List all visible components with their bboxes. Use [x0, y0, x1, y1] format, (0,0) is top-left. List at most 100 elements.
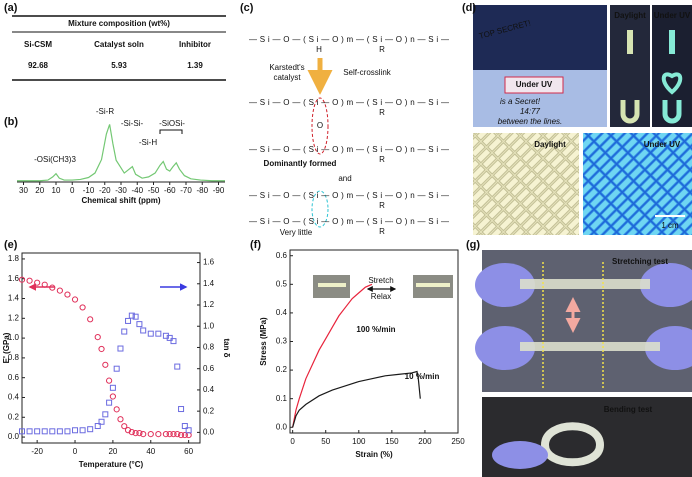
y-tick-label: 0.4: [8, 393, 20, 402]
scheme-graphics: [240, 58, 455, 228]
x-tick-label: 150: [385, 437, 399, 446]
strip: [520, 342, 660, 351]
y2-tick-label: 1.2: [203, 300, 215, 309]
x-tick-label: -30: [115, 186, 127, 195]
y2-tick-label: 0.4: [203, 385, 215, 394]
column-header: Catalyst soln: [94, 40, 144, 49]
data-point: [140, 430, 147, 438]
panel-label: (c): [240, 2, 254, 14]
data-point: [128, 312, 135, 319]
x-tick-label: 50: [321, 437, 330, 446]
x-tick-label: -10: [83, 186, 95, 195]
glyph-u: [662, 100, 682, 124]
panel-label: (g): [466, 239, 480, 251]
substituent: R: [379, 201, 385, 210]
and-label: and: [338, 174, 351, 183]
data-point: [98, 345, 105, 353]
series-label: 10 %/min: [405, 372, 440, 381]
panel-label: (b): [4, 116, 18, 128]
data-point: [102, 411, 109, 418]
data-point: [26, 277, 33, 284]
table-cell: 5.93: [111, 61, 127, 70]
data-line: [17, 124, 225, 182]
data-point: [64, 291, 71, 298]
data-point: [64, 428, 71, 435]
x-tick-label: 20: [35, 186, 44, 195]
data-point: [87, 426, 94, 433]
major-label: Dominantly formed: [264, 159, 337, 168]
y-axis-label: E' (GPa): [2, 332, 11, 363]
data-point: [178, 406, 185, 413]
x-tick-label: 0: [290, 437, 295, 446]
substituent: R: [379, 227, 385, 236]
catalyst-label: catalyst: [273, 73, 301, 82]
inset-text: Relax: [371, 292, 391, 301]
data-point: [26, 428, 33, 435]
y-tick-label: 1.6: [8, 274, 20, 283]
x-tick-label: 100: [352, 437, 366, 446]
data-point: [79, 304, 86, 311]
annotation: -Si-R: [96, 107, 114, 116]
glyph-i: [627, 30, 633, 54]
data-point: [49, 428, 56, 435]
data-line: [292, 370, 421, 428]
x-tick-label: 200: [418, 437, 432, 446]
photo-bg: [652, 5, 692, 127]
y-tick-label: 0.6: [8, 373, 20, 382]
photo-caption: Stretching test: [612, 257, 668, 266]
y-tick-label: 0.2: [8, 412, 20, 421]
data-point: [147, 330, 154, 337]
panel-label: (f): [250, 239, 261, 251]
annotation: -Si-Si-: [121, 119, 144, 128]
x-tick-label: 40: [146, 447, 155, 456]
data-point: [18, 276, 26, 283]
strip: [520, 279, 650, 289]
scale-label: 1 cm: [661, 221, 679, 230]
data-point: [121, 423, 128, 430]
data-point: [170, 338, 177, 345]
series-label: 100 %/min: [356, 325, 395, 334]
data-point: [177, 431, 185, 439]
x-tick-label: 10: [52, 186, 61, 195]
glyph-i: [669, 30, 675, 54]
glove: [492, 441, 548, 469]
glyph-u: [620, 100, 640, 124]
y2-tick-label: 0.8: [203, 343, 215, 352]
data-point: [136, 430, 143, 437]
annotation: -OSi(CH3)3: [34, 155, 76, 164]
data-point: [181, 423, 188, 430]
handwriting: between the lines.: [498, 117, 563, 126]
data-point: [34, 279, 41, 286]
data-line: [292, 283, 373, 428]
data-point: [34, 428, 41, 435]
data-point: [132, 313, 139, 320]
data-point: [113, 365, 120, 372]
y-axis-label: Stress (MPa): [259, 317, 268, 366]
route-label: Self-crosslink: [343, 68, 392, 77]
y-tick-label: 0.0: [276, 422, 288, 431]
x-tick-label: 60: [184, 447, 193, 456]
photo-caption: Daylight: [534, 140, 566, 149]
annotation: -SiOSi-: [159, 119, 185, 128]
x-axis-label: Strain (%): [355, 450, 393, 459]
x-tick-label: -90: [213, 186, 225, 195]
glove: [640, 263, 692, 307]
inset-text: Stretch: [368, 276, 393, 285]
data-point: [72, 427, 79, 434]
column-header: Inhibitor: [179, 40, 211, 49]
bent-strip: [540, 422, 605, 467]
x-tick-label: -20: [31, 447, 43, 456]
x-tick-label: 30: [19, 186, 28, 195]
photo-caption: Under UV: [644, 140, 681, 149]
y-tick-label: 1.2: [8, 313, 20, 322]
data-point: [19, 428, 25, 435]
glove: [645, 326, 692, 370]
y-tick-label: 0.5: [276, 279, 288, 288]
y-tick-label: 0.6: [276, 251, 288, 260]
photo-d: [473, 5, 692, 235]
y-tick-label: 0.4: [276, 308, 288, 317]
panel-label: (a): [4, 2, 18, 14]
data-point: [155, 330, 162, 337]
minor-label: Very little: [280, 228, 313, 237]
x-tick-label: 20: [108, 447, 117, 456]
